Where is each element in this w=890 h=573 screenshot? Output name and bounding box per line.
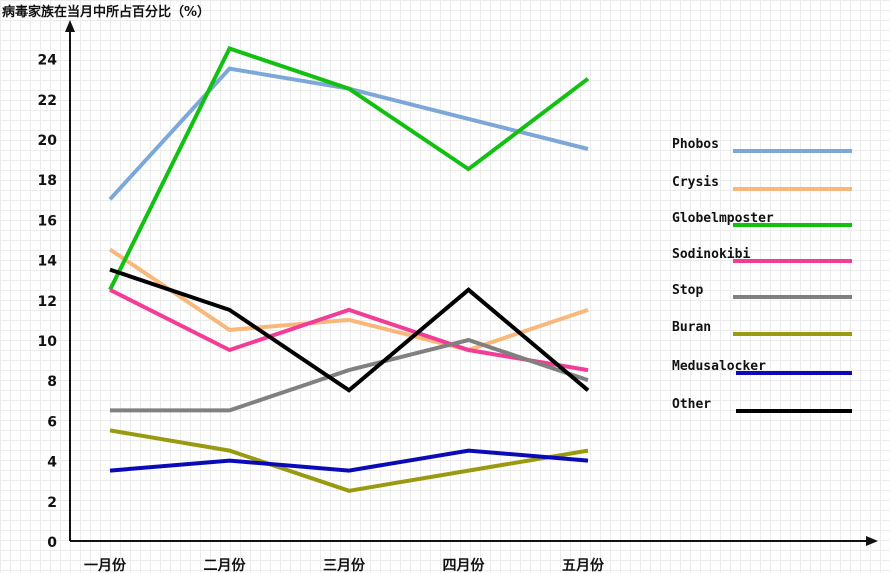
y-tick-label: 16 (38, 213, 57, 229)
y-axis-arrow-icon (65, 20, 75, 32)
y-tick-label: 22 (38, 93, 57, 109)
y-tick-label: 12 (38, 294, 57, 310)
y-tick-label: 18 (38, 173, 57, 189)
legend-label: Crysis (672, 175, 719, 190)
legend-label: Globelmposter (672, 211, 774, 226)
y-tick-label: 20 (38, 133, 58, 149)
series-lines (108, 46, 590, 493)
y-tick-label: 2 (47, 495, 57, 511)
chart-axes (65, 20, 878, 546)
x-tick-label: 二月份 (204, 557, 247, 573)
legend-label: Buran (672, 320, 711, 335)
y-tick-label: 24 (38, 53, 58, 69)
legend: Phobos Crysis Globelmposter Sodinokibi Stop B… (672, 137, 852, 413)
legend-label: Sodinokibi (672, 247, 750, 262)
legend-label: Stop (672, 283, 703, 298)
x-tick-label: 三月份 (323, 557, 366, 573)
series-line-buran (109, 428, 589, 493)
x-axis-arrow-icon (866, 536, 878, 546)
y-tick-label: 0 (47, 535, 57, 551)
x-tick-label: 一月份 (84, 557, 127, 573)
series-line-crysis (108, 247, 589, 353)
legend-label: Phobos (672, 137, 719, 152)
y-tick-label: 6 (47, 414, 57, 430)
series-line-globelmposter (108, 46, 590, 291)
y-tick-label: 8 (47, 374, 57, 390)
series-line-sodinokibi (109, 288, 589, 373)
y-axis-title: 病毒家族在当月中所占百分比（%） (2, 4, 210, 20)
series-line-medusalocker (109, 448, 589, 473)
series-line-other (109, 267, 590, 393)
series-line-stop (110, 337, 589, 413)
x-tick-label: 四月份 (443, 557, 486, 573)
y-tick-label: 4 (47, 455, 57, 471)
y-tick-label: 10 (38, 334, 58, 350)
legend-label: Medusalocker (672, 359, 766, 374)
legend-label: Other (672, 397, 711, 412)
x-tick-label: 五月份 (562, 557, 605, 573)
y-tick-label: 14 (38, 254, 58, 270)
x-tick-labels: 一月份 二月份 三月份 四月份 五月份 (84, 557, 605, 573)
